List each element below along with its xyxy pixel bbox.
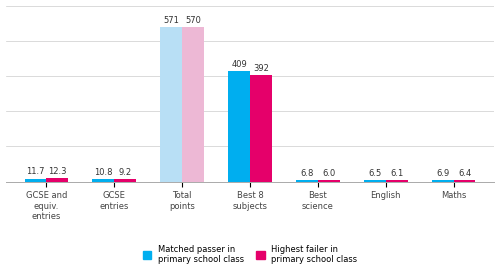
Text: 392: 392 — [253, 64, 269, 73]
Bar — [454, 180, 475, 182]
Text: 570: 570 — [185, 16, 201, 25]
Text: 6.0: 6.0 — [322, 169, 336, 178]
Bar — [24, 178, 46, 182]
Bar — [432, 180, 454, 182]
Text: 11.7: 11.7 — [26, 167, 44, 176]
Text: 10.8: 10.8 — [94, 167, 112, 177]
Text: 6.8: 6.8 — [300, 168, 314, 178]
Text: 571: 571 — [164, 16, 179, 25]
Bar — [318, 180, 340, 182]
Text: 9.2: 9.2 — [118, 168, 132, 177]
Bar — [46, 178, 68, 182]
Bar — [92, 179, 114, 182]
Text: 12.3: 12.3 — [48, 167, 66, 176]
Bar — [182, 27, 204, 182]
Bar — [250, 76, 272, 182]
Text: 6.9: 6.9 — [436, 168, 450, 178]
Bar — [296, 180, 318, 182]
Text: 6.5: 6.5 — [368, 169, 382, 178]
Bar — [114, 179, 136, 182]
Bar — [160, 27, 182, 182]
Bar — [228, 71, 250, 182]
Bar — [364, 180, 386, 182]
Text: 6.1: 6.1 — [390, 169, 404, 178]
Bar — [386, 180, 407, 182]
Legend: Matched passer in
primary school class, Highest failer in
primary school class: Matched passer in primary school class, … — [141, 243, 359, 266]
Text: 6.4: 6.4 — [458, 169, 471, 178]
Text: 409: 409 — [232, 60, 247, 69]
